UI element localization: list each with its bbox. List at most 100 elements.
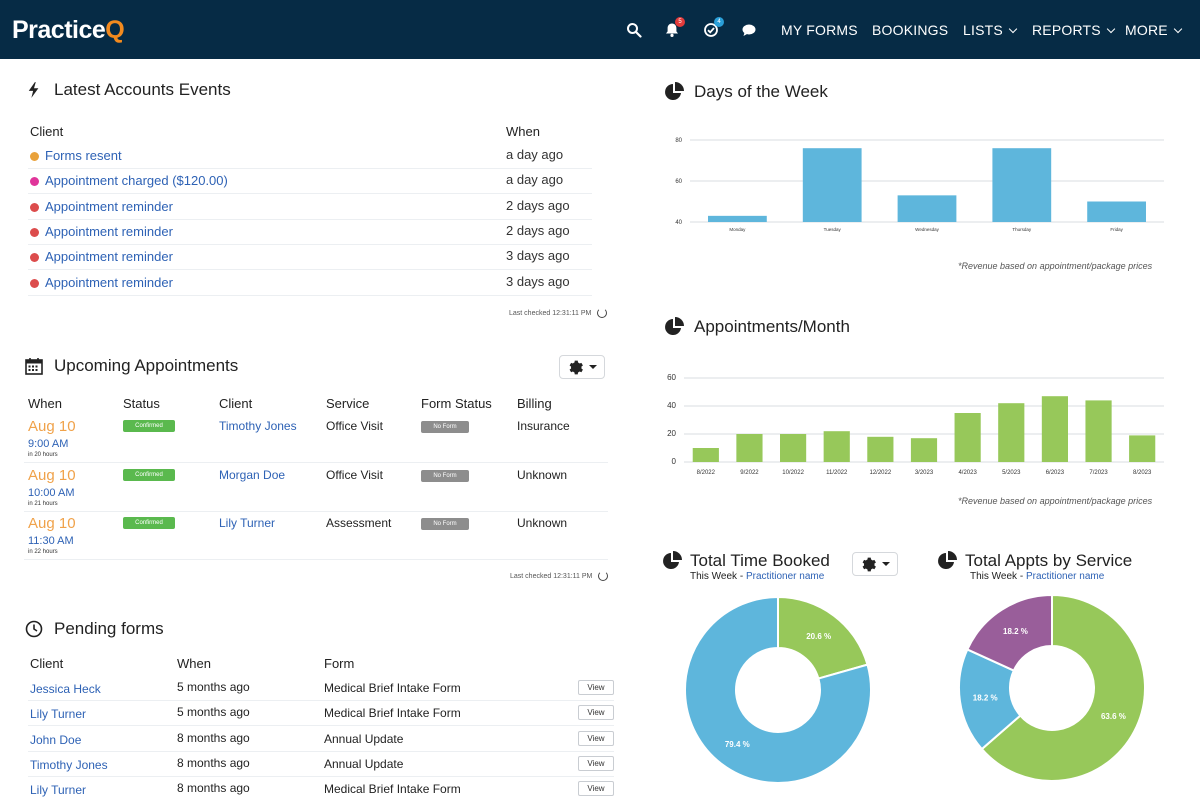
y-tick-label: 60 bbox=[675, 179, 682, 185]
refresh-icon[interactable] bbox=[598, 571, 609, 581]
appointment-row[interactable]: Aug 10 9:00 AM in 20 hours Confirmed Timothy… bbox=[24, 414, 608, 463]
logo[interactable]: PracticeQ bbox=[12, 16, 125, 45]
logo-accent-text: Q bbox=[105, 16, 125, 44]
service-title-text: Total Appts by Service bbox=[965, 551, 1133, 570]
appointment-row[interactable]: Aug 10 11:30 AM in 22 hours Confirmed Lily T… bbox=[24, 511, 608, 560]
x-tick-label: 4/2023 bbox=[958, 470, 977, 476]
bar[interactable] bbox=[954, 413, 981, 462]
appointment-client-link[interactable]: Timothy Jones bbox=[219, 419, 297, 433]
nav-more-label: MORE bbox=[1125, 22, 1168, 38]
appt-col-form-status: Form Status bbox=[421, 396, 492, 411]
event-name-link[interactable]: Appointment reminder bbox=[45, 249, 173, 265]
time-panel-title: Total Time Booked bbox=[662, 551, 830, 571]
time-booked-donut: 20.6 % 79.4 % bbox=[684, 595, 872, 784]
view-button[interactable]: View bbox=[578, 755, 614, 771]
time-practitioner-link[interactable]: Practitioner name bbox=[745, 571, 825, 582]
events-title-text: Latest Accounts Events bbox=[54, 80, 231, 99]
appt-col-status: Status bbox=[123, 396, 160, 411]
x-tick-label: 9/2022 bbox=[740, 470, 759, 476]
bar[interactable] bbox=[1085, 400, 1112, 462]
bar[interactable] bbox=[998, 403, 1025, 462]
logo-main-text: Practice bbox=[12, 16, 106, 44]
slice-label: 18.2 % bbox=[973, 694, 998, 703]
service-practitioner-link[interactable]: Practitioner name bbox=[1025, 571, 1105, 582]
donut-slice[interactable] bbox=[966, 593, 1053, 672]
pending-when: 8 months ago bbox=[177, 781, 250, 796]
view-button[interactable]: View bbox=[578, 781, 614, 797]
chat-icon[interactable] bbox=[739, 20, 759, 40]
caret-down-icon bbox=[588, 365, 597, 369]
event-name-link[interactable]: Appointment reminder bbox=[45, 198, 173, 214]
bar[interactable] bbox=[823, 431, 850, 462]
bar[interactable] bbox=[1129, 435, 1156, 462]
bar[interactable] bbox=[1087, 201, 1146, 223]
bar[interactable] bbox=[867, 436, 894, 462]
event-name-link[interactable]: Appointment charged ($120.00) bbox=[45, 173, 228, 189]
caret-down-icon bbox=[881, 562, 890, 566]
nav-more[interactable]: MORE bbox=[1125, 22, 1183, 38]
pending-form-name: Medical Brief Intake Form bbox=[324, 706, 461, 721]
pending-client-link[interactable]: Lily Turner bbox=[30, 783, 87, 798]
pending-form-row: Jessica Heck 5 months ago Medical Brief In… bbox=[28, 676, 614, 701]
appointments-last-checked-text: Last checked 12:31:11 PM bbox=[510, 572, 593, 580]
appointment-billing: Insurance bbox=[517, 419, 570, 433]
bar[interactable] bbox=[992, 148, 1052, 222]
x-tick-label: 6/2023 bbox=[1046, 470, 1065, 476]
appointment-billing: Unknown bbox=[517, 516, 568, 530]
time-settings-button[interactable] bbox=[852, 552, 898, 576]
donut-slice[interactable] bbox=[684, 595, 872, 784]
pending-client-link[interactable]: John Doe bbox=[30, 732, 82, 747]
appt-col-client: Client bbox=[219, 396, 253, 411]
days-of-week-chart: 40 60 80 Monday Tuesday Wednesday Thursday Frid… bbox=[675, 138, 1164, 232]
form-status-badge: No Form bbox=[421, 469, 469, 482]
bar[interactable] bbox=[692, 448, 719, 462]
events-panel-title: Latest Accounts Events bbox=[24, 80, 231, 100]
pending-form-row: Timothy Jones 8 months ago Annual Update Vi… bbox=[28, 752, 614, 777]
slice-label: 20.6 % bbox=[806, 632, 831, 641]
event-name-link[interactable]: Appointment reminder bbox=[45, 223, 173, 239]
appt-col-billing: Billing bbox=[517, 396, 552, 411]
appointments-panel-title: Upcoming Appointments bbox=[24, 356, 238, 376]
event-status-dot bbox=[30, 202, 39, 212]
appointment-row[interactable]: Aug 10 10:00 AM in 21 hours Confirmed Morgan… bbox=[24, 463, 608, 512]
nav-my-forms[interactable]: MY FORMS bbox=[781, 22, 858, 38]
view-button[interactable]: View bbox=[578, 680, 614, 695]
months-panel-title: Appointments/Month bbox=[664, 317, 850, 337]
days-panel-title: Days of the Week bbox=[664, 82, 828, 102]
tasks-check-icon[interactable]: 4 bbox=[701, 17, 724, 40]
bar[interactable] bbox=[802, 148, 862, 222]
nav-lists[interactable]: LISTS bbox=[963, 22, 1018, 38]
pending-client-link[interactable]: Jessica Heck bbox=[30, 682, 101, 696]
event-name-link[interactable]: Appointment reminder bbox=[45, 274, 173, 290]
pending-client-link[interactable]: Timothy Jones bbox=[30, 757, 108, 772]
slice-label: 79.4 % bbox=[725, 740, 750, 749]
bar[interactable] bbox=[736, 434, 763, 462]
bar[interactable] bbox=[910, 438, 938, 462]
view-button[interactable]: View bbox=[578, 705, 614, 721]
appointments-last-checked: Last checked 12:31:11 PM bbox=[510, 571, 609, 581]
donut-slice[interactable] bbox=[980, 593, 1146, 782]
x-tick-label: 11/2022 bbox=[826, 470, 848, 476]
event-name-link[interactable]: Forms resent bbox=[45, 148, 122, 163]
time-subtitle-prefix: This Week - bbox=[690, 571, 746, 582]
bar[interactable] bbox=[708, 215, 767, 222]
pending-form-name: Medical Brief Intake Form bbox=[324, 681, 461, 695]
nav-reports[interactable]: REPORTS bbox=[1032, 22, 1116, 38]
refresh-icon[interactable] bbox=[597, 308, 608, 318]
days-note: *Revenue based on appointment/package pr… bbox=[958, 261, 1153, 271]
appointments-settings-button[interactable] bbox=[559, 355, 605, 379]
view-button[interactable]: View bbox=[578, 730, 614, 746]
appointment-client-link[interactable]: Lily Turner bbox=[219, 516, 276, 530]
pending-panel-title: Pending forms bbox=[24, 619, 164, 639]
appointment-client-link[interactable]: Morgan Doe bbox=[219, 467, 286, 482]
nav-bookings[interactable]: BOOKINGS bbox=[872, 22, 949, 38]
donut-slice[interactable] bbox=[958, 648, 1022, 751]
bar[interactable] bbox=[897, 195, 957, 222]
search-icon[interactable] bbox=[624, 20, 644, 40]
pending-client-link[interactable]: Lily Turner bbox=[30, 707, 87, 722]
tasks-badge: 4 bbox=[714, 17, 724, 27]
event-row: Forms resent a day ago bbox=[28, 144, 592, 169]
bar[interactable] bbox=[780, 434, 807, 462]
notifications-bell-icon[interactable]: 5 bbox=[662, 17, 685, 40]
bar[interactable] bbox=[1041, 396, 1068, 462]
